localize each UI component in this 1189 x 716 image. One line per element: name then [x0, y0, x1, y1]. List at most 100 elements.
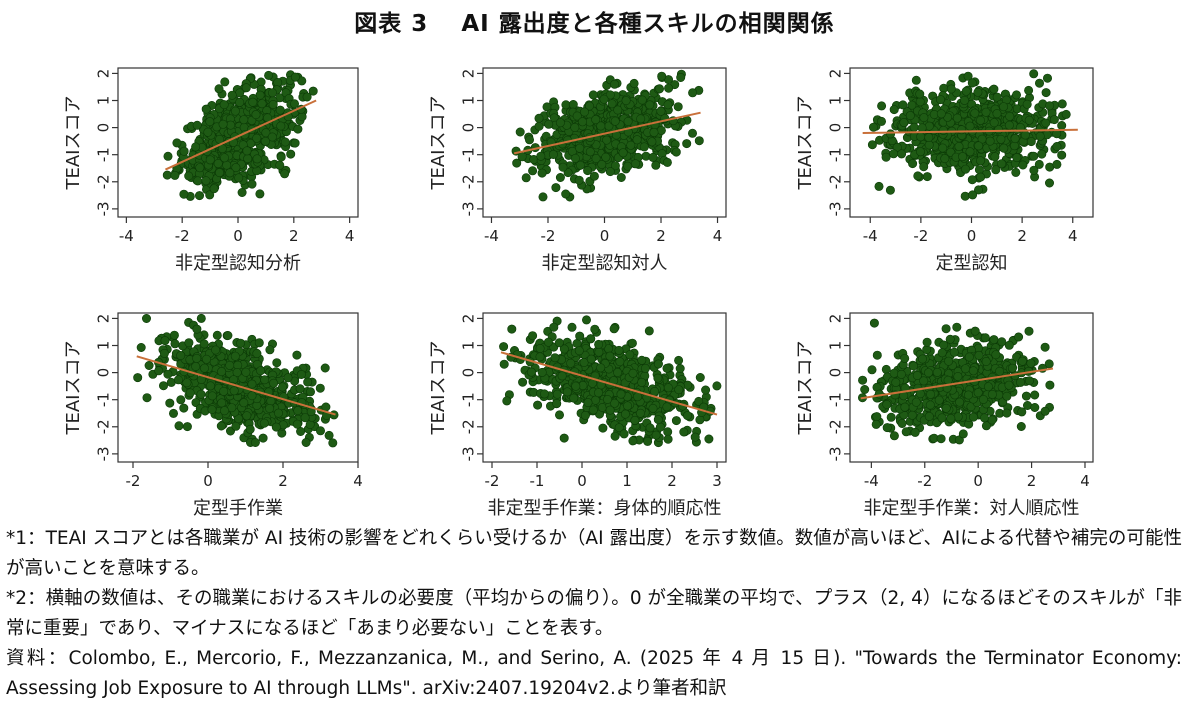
data-point	[521, 173, 531, 183]
data-point	[252, 154, 262, 164]
data-point	[938, 143, 948, 153]
data-point	[701, 385, 711, 395]
data-point	[625, 350, 635, 360]
data-point	[260, 375, 270, 385]
x-tick-label: 1	[622, 472, 632, 490]
data-point	[973, 185, 983, 195]
y-tick-label: 1	[827, 96, 845, 106]
data-point	[289, 99, 299, 109]
data-point	[975, 115, 985, 125]
data-point	[571, 381, 581, 391]
data-point	[891, 377, 901, 387]
data-point	[651, 160, 661, 170]
data-point	[142, 313, 152, 323]
data-point	[1044, 359, 1054, 369]
data-point	[628, 368, 638, 378]
data-point	[583, 398, 593, 408]
data-point	[976, 172, 986, 182]
data-point	[916, 132, 926, 142]
data-point	[230, 351, 240, 361]
data-point	[1057, 121, 1067, 131]
data-point	[559, 344, 569, 354]
data-point	[915, 147, 925, 157]
data-point	[999, 143, 1009, 153]
data-point	[958, 152, 968, 162]
data-point	[176, 350, 186, 360]
data-point	[267, 132, 277, 142]
data-point	[1021, 391, 1031, 401]
x-tick-label: 2	[656, 227, 666, 245]
data-point	[230, 106, 240, 116]
data-point	[610, 431, 620, 441]
y-tick-label: -3	[460, 201, 478, 216]
data-point	[196, 313, 206, 323]
y-tick-label: -3	[95, 446, 113, 461]
data-point	[636, 114, 646, 124]
data-point	[656, 106, 666, 116]
data-point	[653, 359, 663, 369]
data-point	[1017, 407, 1027, 417]
data-point	[290, 138, 300, 148]
data-point	[989, 335, 999, 345]
data-point	[315, 426, 325, 436]
data-point	[637, 95, 647, 105]
data-point	[639, 142, 649, 152]
data-point	[174, 421, 184, 431]
data-point	[265, 345, 275, 355]
data-point	[1029, 151, 1039, 161]
x-tick-label: -4	[863, 227, 878, 245]
y-axis-label: TEAIスコア	[428, 341, 449, 436]
data-point	[877, 101, 887, 111]
data-point	[216, 421, 226, 431]
data-point	[618, 148, 628, 158]
data-point	[549, 322, 559, 332]
data-point	[201, 104, 211, 114]
fit-line	[136, 355, 336, 416]
data-point	[1029, 165, 1039, 175]
data-point	[663, 100, 673, 110]
data-point	[1014, 332, 1024, 342]
y-tick-label: -2	[95, 419, 113, 434]
data-point	[900, 402, 910, 412]
x-tick-label: -2	[541, 227, 556, 245]
data-point	[301, 437, 311, 447]
data-point	[648, 403, 658, 413]
data-point	[551, 183, 561, 193]
data-point	[949, 347, 959, 357]
data-point	[170, 170, 180, 180]
data-point	[227, 90, 237, 100]
data-point	[229, 386, 239, 396]
data-point	[537, 168, 547, 178]
data-point	[992, 92, 1002, 102]
data-point	[907, 100, 917, 110]
data-point	[628, 436, 638, 446]
data-point	[275, 105, 285, 115]
data-point	[1024, 115, 1034, 125]
note-2: *2：横軸の数値は、その職業におけるスキルの必要度（平均からの偏り）。0 が全職…	[6, 588, 1182, 639]
data-point	[293, 124, 303, 134]
x-tick-label: 2	[1027, 472, 1037, 490]
data-point	[593, 388, 603, 398]
data-point	[647, 137, 657, 147]
data-point	[280, 169, 290, 179]
data-point	[898, 100, 908, 110]
data-point	[1045, 101, 1055, 111]
data-point	[1045, 178, 1055, 188]
y-tick-label: 1	[460, 96, 478, 106]
data-point	[989, 84, 999, 94]
data-point	[992, 109, 1002, 119]
data-point	[694, 396, 704, 406]
data-point	[1037, 149, 1047, 159]
data-point	[915, 389, 925, 399]
data-point	[955, 397, 965, 407]
data-point	[206, 381, 216, 391]
data-point	[1011, 167, 1021, 177]
data-point	[579, 357, 589, 367]
data-point	[160, 336, 170, 346]
x-tick-label: 2	[667, 472, 677, 490]
data-point	[328, 438, 338, 448]
data-point	[926, 389, 936, 399]
data-point	[242, 411, 252, 421]
data-point	[507, 324, 517, 334]
